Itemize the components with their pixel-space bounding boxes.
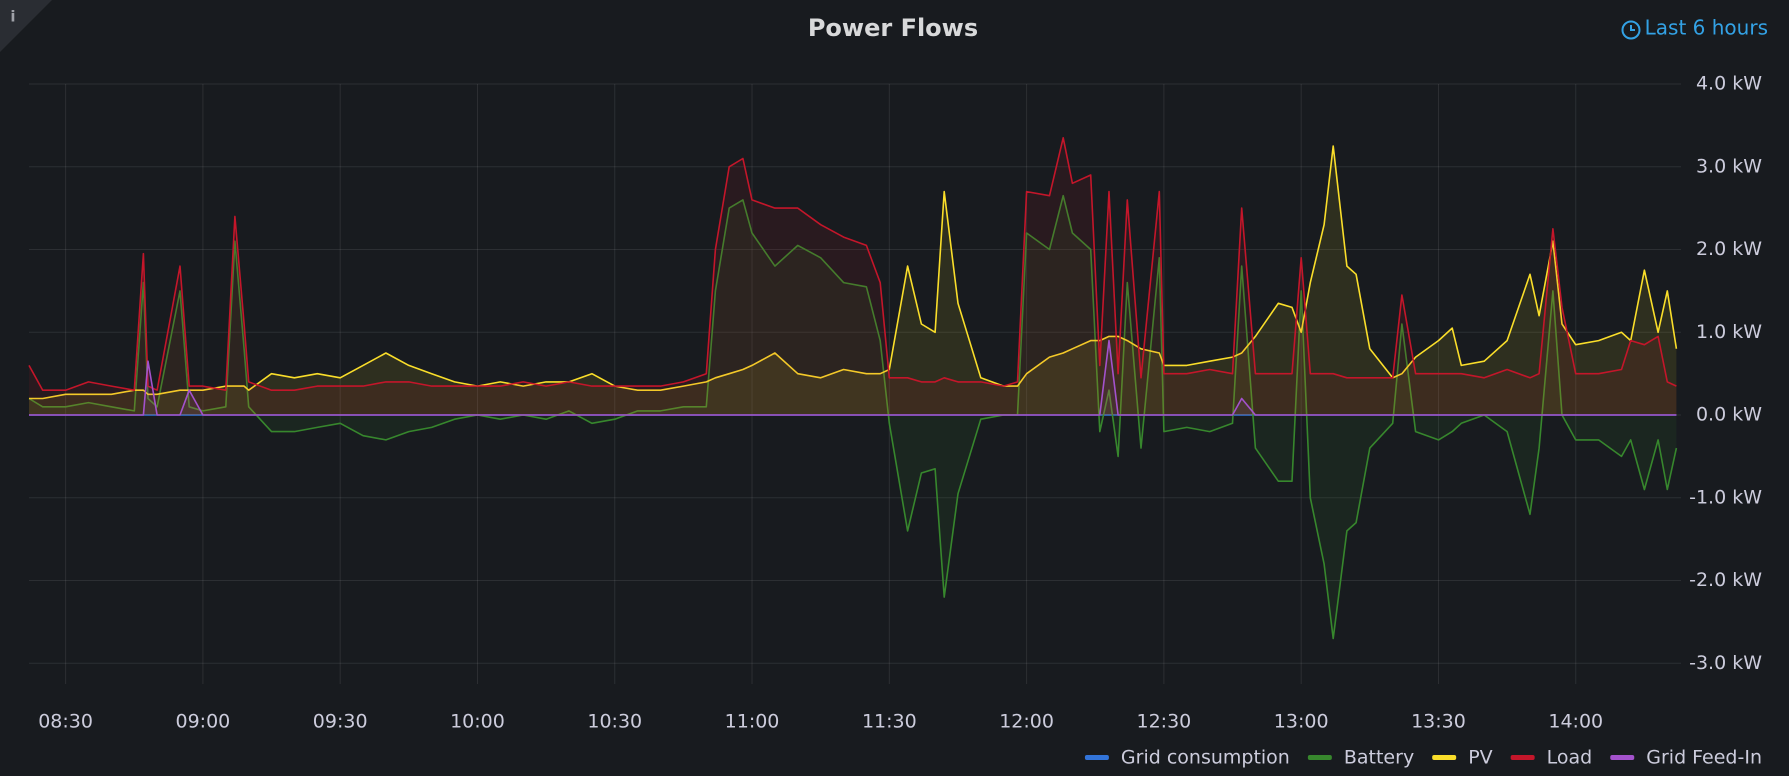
series-area: [29, 146, 1677, 416]
x-tick-label: 09:00: [176, 711, 231, 733]
series-area: [29, 195, 1677, 639]
y-tick-label: 1.0 kW: [1696, 321, 1762, 343]
x-tick-label: 09:30: [313, 711, 368, 733]
series-line: [28, 194, 1678, 640]
y-tick-label: 3.0 kW: [1696, 155, 1762, 177]
series-line: [28, 137, 1677, 391]
x-tick-label: 14:00: [1548, 711, 1603, 733]
legend-label: Grid consumption: [1121, 747, 1290, 769]
y-tick-label: 4.0 kW: [1696, 73, 1762, 95]
clock-hands[interactable]: [1630, 25, 1635, 31]
legend: Grid Feed-In Load PV Battery Grid consumptio…: [1084, 747, 1762, 769]
x-tick-label: 10:00: [450, 711, 505, 733]
y-tick-label: -1.0 kW: [1689, 486, 1762, 508]
legend-label: Load: [1547, 747, 1593, 769]
series-area: [29, 137, 1677, 416]
x-tick-label: 10:30: [587, 711, 642, 733]
x-tick-label: 13:00: [1274, 711, 1329, 733]
legend-label: PV: [1468, 747, 1492, 769]
clock-icon[interactable]: [1621, 20, 1641, 40]
x-tick-label: 11:30: [862, 711, 917, 733]
legend-swatch: [1307, 755, 1332, 760]
info-icon[interactable]: i: [10, 8, 15, 26]
series-area: [29, 340, 1677, 416]
x-tick-label: 12:00: [999, 711, 1054, 733]
time-range[interactable]: Last 6 hours: [1645, 16, 1768, 40]
legend-swatch: [1510, 755, 1535, 760]
time-picker[interactable]: Last 6 hours: [1621, 16, 1769, 40]
y-tick-label: -3.0 kW: [1689, 652, 1762, 674]
chart-title: Power Flows: [808, 14, 978, 42]
series-line: [29, 339, 1677, 416]
x-tick-label: 12:30: [1137, 711, 1192, 733]
y-tick-label: -2.0 kW: [1689, 569, 1762, 591]
legend-swatch: [1084, 755, 1109, 760]
y-tick-label: 0.0 kW: [1696, 404, 1762, 426]
info-corner[interactable]: [0, 0, 52, 52]
legend-swatch: [1432, 755, 1457, 760]
x-tick-label: 13:30: [1411, 711, 1466, 733]
x-tick-label: 11:00: [725, 711, 780, 733]
legend-label: Grid Feed-In: [1646, 747, 1762, 769]
legend-swatch: [1610, 755, 1635, 760]
series-line: [29, 145, 1678, 400]
y-tick-label: 2.0 kW: [1696, 238, 1762, 260]
x-tick-label: 08:30: [38, 711, 93, 733]
legend-label: Battery: [1344, 747, 1414, 769]
